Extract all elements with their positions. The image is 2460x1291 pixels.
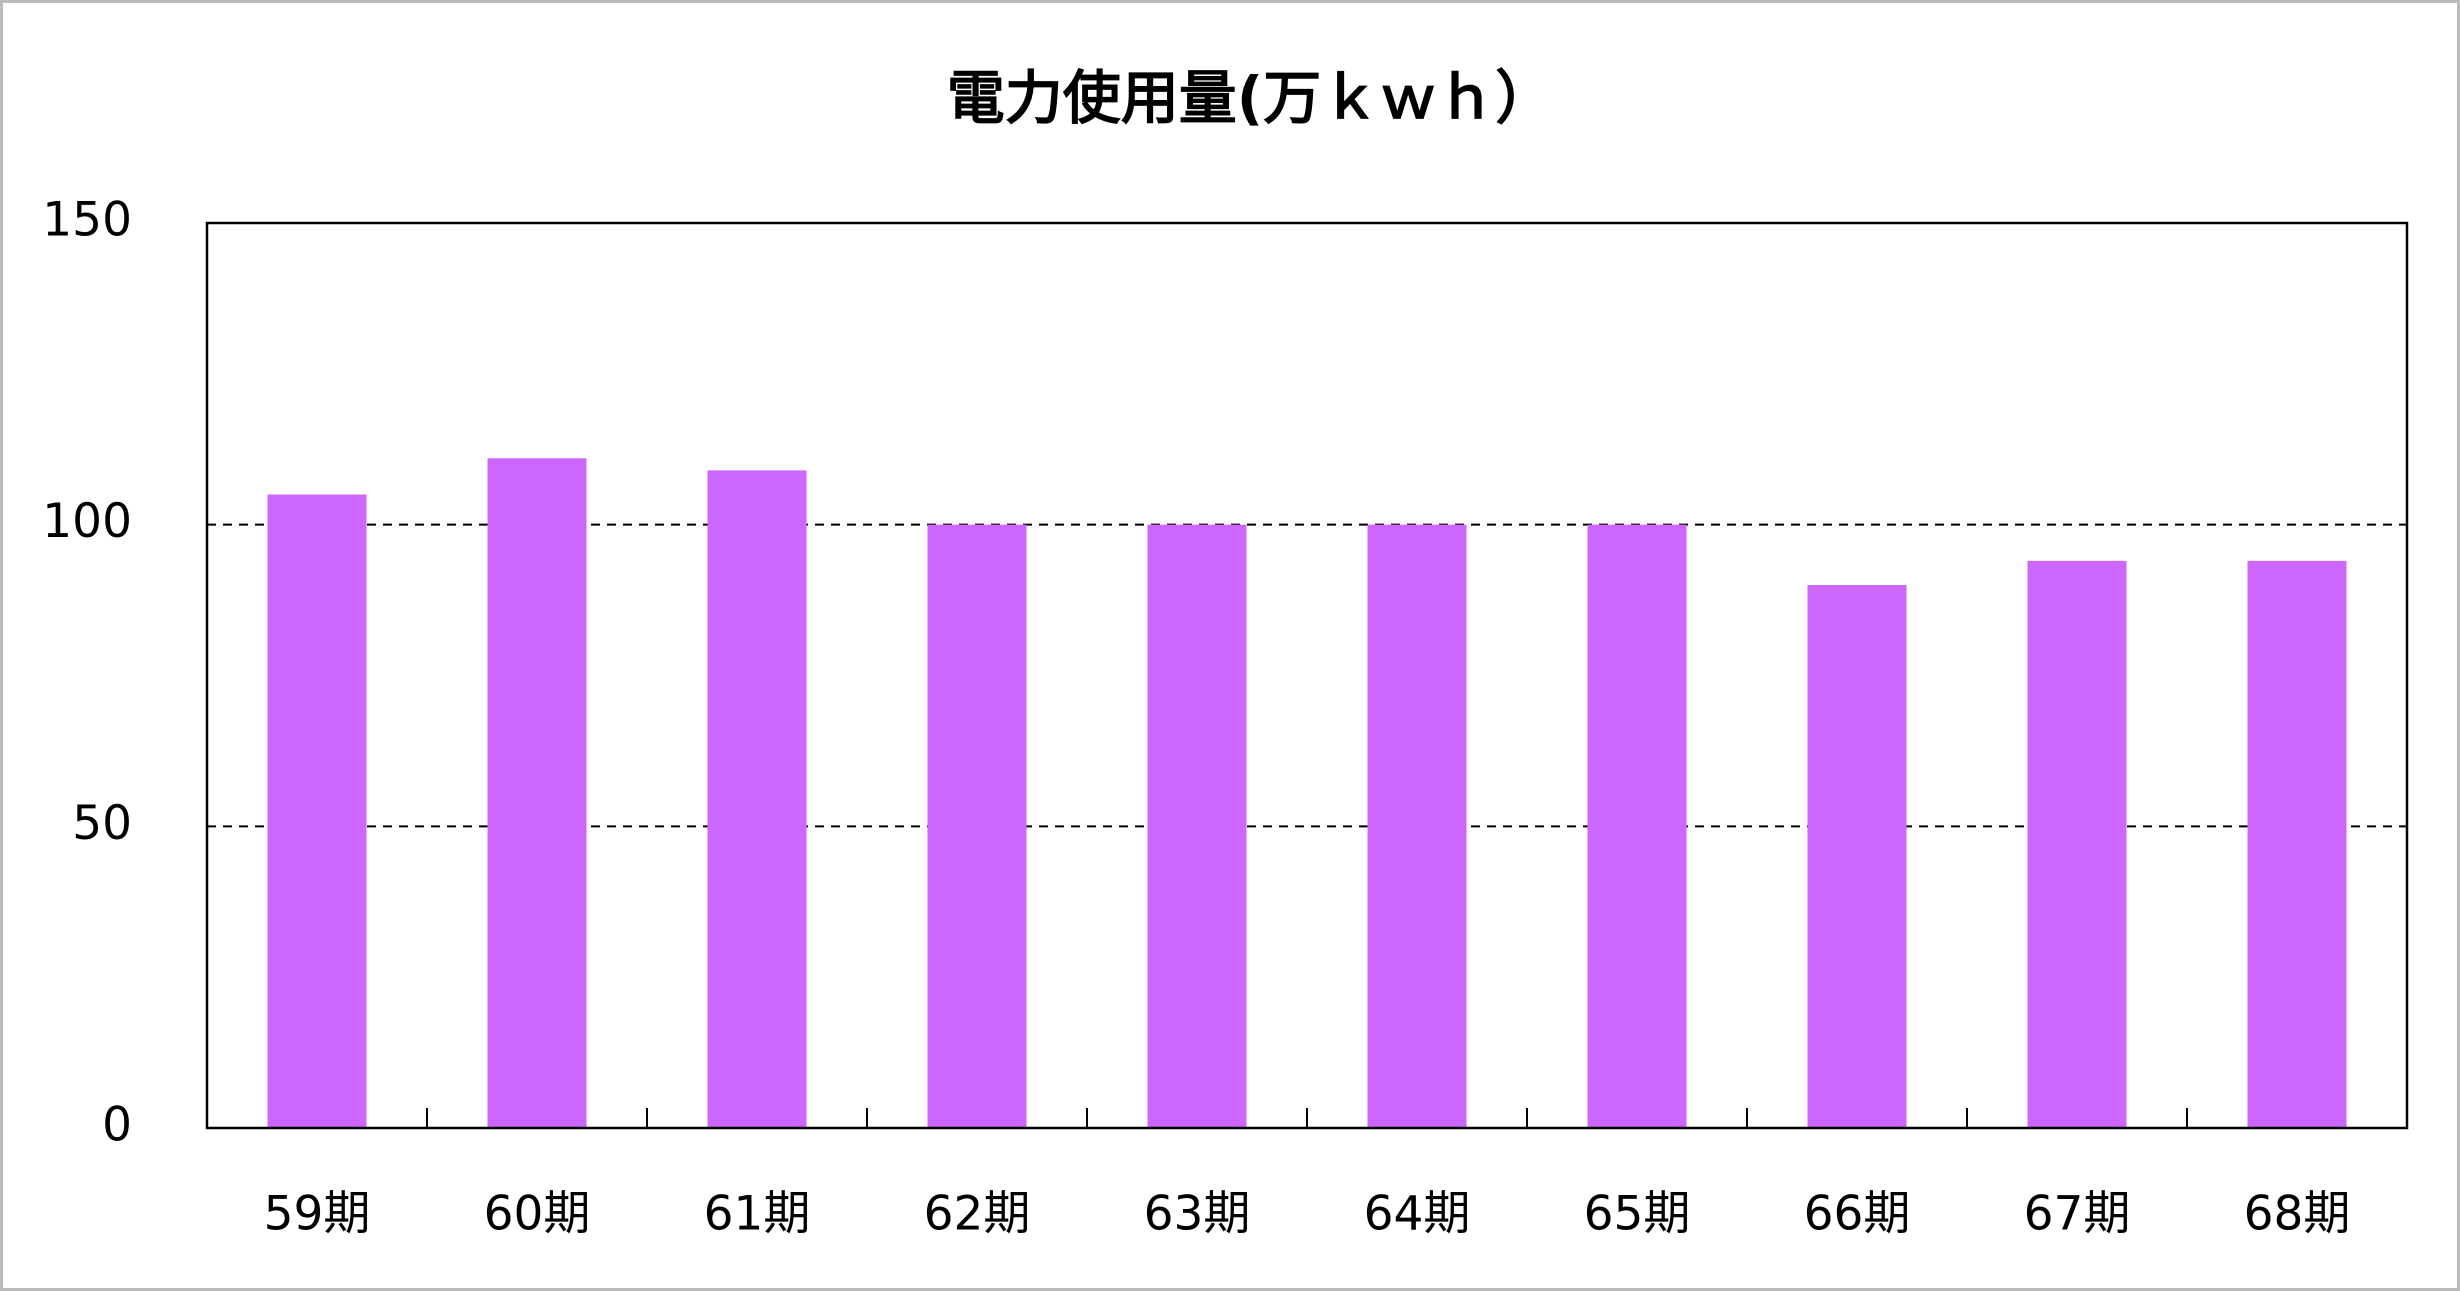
bar <box>1587 524 1687 1128</box>
x-tick-label: 64期 <box>1364 1187 1471 1242</box>
x-tick-label: 60期 <box>484 1187 591 1242</box>
bar <box>707 470 807 1128</box>
bar <box>2247 560 2347 1128</box>
x-tick-label: 62期 <box>924 1187 1031 1242</box>
x-tick-label: 68期 <box>2244 1187 2351 1242</box>
x-tick-label: 65期 <box>1584 1187 1691 1242</box>
y-tick-label: 50 <box>72 796 132 851</box>
bar <box>1147 524 1247 1128</box>
bar <box>2027 560 2127 1128</box>
bar <box>487 458 587 1128</box>
bar <box>1367 524 1467 1128</box>
plot-frame <box>205 221 2409 1130</box>
y-tick-label: 100 <box>42 494 132 549</box>
x-tick-label: 66期 <box>1804 1187 1911 1242</box>
x-tick-label: 61期 <box>704 1187 811 1242</box>
bar <box>1807 585 1907 1128</box>
chart-title: 電力使用量(万ｋｗｈ） <box>947 64 1554 132</box>
y-tick-label: 150 <box>42 193 132 248</box>
x-tick-label: 67期 <box>2024 1187 2131 1242</box>
bar <box>267 494 367 1128</box>
x-tick-label: 59期 <box>264 1187 371 1242</box>
x-tick-label: 63期 <box>1144 1187 1251 1242</box>
bar <box>927 524 1027 1128</box>
y-tick-label: 0 <box>102 1098 132 1153</box>
